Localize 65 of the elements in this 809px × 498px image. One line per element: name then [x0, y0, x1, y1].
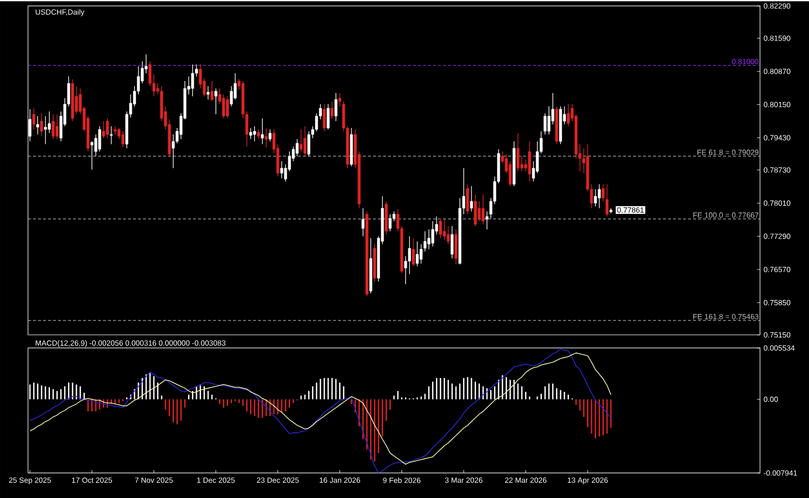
candlestick — [102, 120, 105, 138]
candlestick — [454, 228, 458, 265]
candlestick — [482, 194, 485, 225]
candlestick — [110, 126, 113, 144]
candlestick — [334, 92, 338, 122]
candlestick — [322, 104, 326, 132]
candlestick — [516, 132, 520, 172]
candlestick — [172, 134, 175, 168]
candlestick — [36, 116, 40, 135]
candlestick — [362, 208, 364, 237]
candlestick — [508, 160, 512, 186]
candlestick — [446, 226, 450, 244]
candlestick — [40, 112, 43, 137]
candlestick — [470, 186, 473, 212]
candlestick — [474, 194, 477, 226]
candlestick — [106, 118, 109, 138]
candlestick — [412, 238, 415, 266]
candlestick — [260, 118, 264, 144]
candlestick — [304, 126, 306, 156]
candlestick — [408, 236, 411, 274]
candlestick — [32, 108, 36, 130]
candlestick — [253, 126, 256, 142]
candlestick — [268, 128, 272, 142]
candlestick — [528, 140, 531, 182]
candlestick — [466, 184, 470, 214]
candlestick — [330, 100, 334, 120]
candlestick — [222, 94, 226, 119]
candlestick — [442, 218, 446, 240]
candlestick — [416, 240, 419, 266]
candlestick — [566, 104, 570, 126]
candlestick — [210, 80, 214, 102]
candlestick — [191, 64, 194, 96]
candlestick — [544, 112, 546, 135]
candlestick — [548, 106, 550, 135]
candlestick — [90, 140, 94, 170]
candlestick — [249, 128, 252, 140]
candlestick — [478, 200, 481, 222]
candlestick — [226, 96, 229, 119]
candlestick — [420, 244, 423, 264]
candlestick — [326, 104, 330, 130]
candlestick — [264, 128, 268, 148]
candlestick — [230, 86, 233, 107]
candlestick — [307, 130, 310, 156]
candlestick — [427, 228, 430, 250]
candlestick — [74, 86, 78, 114]
candlestick — [98, 126, 102, 152]
candlestick — [206, 86, 210, 100]
candlestick — [257, 128, 260, 140]
candlestick — [44, 116, 47, 144]
candlestick — [450, 226, 454, 259]
candlestick — [214, 88, 218, 114]
candlestick — [296, 138, 299, 156]
candlestick — [56, 114, 58, 140]
candlestick — [439, 218, 442, 238]
candlestick — [121, 130, 124, 148]
candlestick — [300, 128, 302, 152]
candlestick — [606, 184, 608, 217]
candlestick — [594, 188, 597, 207]
candlestick — [431, 220, 434, 247]
candlestick — [388, 214, 392, 232]
candlestick — [598, 184, 601, 208]
candlestick — [424, 230, 426, 252]
candlestick — [52, 114, 55, 140]
candlestick — [280, 160, 284, 178]
candlestick — [338, 92, 342, 107]
